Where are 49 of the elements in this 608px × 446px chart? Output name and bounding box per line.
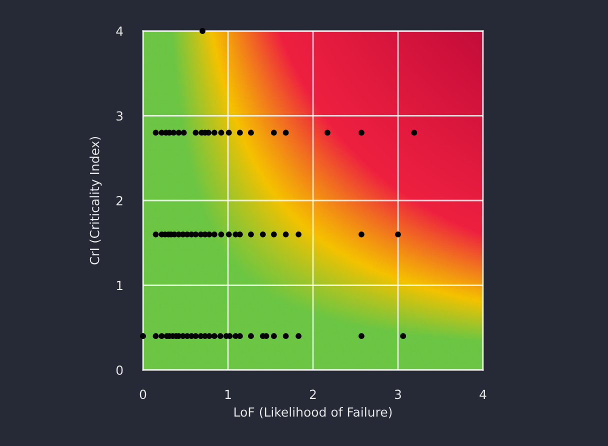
point bbox=[226, 231, 232, 238]
y-tick-label: 4 bbox=[116, 26, 123, 36]
point bbox=[248, 130, 254, 136]
point bbox=[140, 333, 146, 340]
y-tick-label: 2 bbox=[116, 196, 122, 206]
point bbox=[358, 130, 364, 136]
y-tick-label: 1 bbox=[116, 280, 122, 290]
x-tick-label: 3 bbox=[394, 390, 401, 400]
y-axis-title: CrI (Criticality Index) bbox=[90, 136, 102, 264]
y-tick-label: 0 bbox=[116, 365, 123, 375]
point bbox=[296, 231, 302, 238]
x-tick-label: 2 bbox=[310, 390, 316, 399]
point bbox=[270, 130, 277, 136]
point bbox=[226, 130, 232, 136]
point bbox=[260, 231, 266, 238]
x-tick-label: 4 bbox=[480, 390, 486, 399]
point bbox=[211, 231, 218, 238]
point bbox=[152, 333, 159, 340]
point bbox=[296, 333, 302, 340]
point bbox=[411, 130, 418, 136]
point bbox=[324, 130, 330, 136]
x-axis-title: LoF (Likelihood of Failure) bbox=[234, 407, 392, 418]
point bbox=[152, 231, 159, 238]
point bbox=[192, 130, 199, 136]
y-tick-label: 3 bbox=[116, 111, 123, 121]
point bbox=[158, 333, 165, 340]
point bbox=[211, 333, 218, 340]
point bbox=[282, 130, 289, 136]
point bbox=[218, 130, 224, 136]
point bbox=[200, 28, 206, 34]
x-tick-label: 0 bbox=[140, 390, 146, 400]
point bbox=[176, 130, 182, 136]
point bbox=[217, 333, 224, 340]
point bbox=[236, 130, 243, 136]
point bbox=[270, 333, 277, 340]
point bbox=[218, 231, 224, 238]
point bbox=[395, 231, 401, 238]
point bbox=[282, 333, 289, 340]
point bbox=[211, 130, 218, 136]
point bbox=[152, 130, 159, 136]
point bbox=[270, 231, 277, 238]
point bbox=[400, 333, 406, 340]
point bbox=[248, 333, 254, 340]
point bbox=[248, 231, 254, 238]
point bbox=[180, 130, 187, 136]
point bbox=[358, 333, 364, 340]
point bbox=[358, 231, 364, 238]
x-tick-label: 1 bbox=[225, 390, 231, 399]
point bbox=[282, 231, 289, 238]
